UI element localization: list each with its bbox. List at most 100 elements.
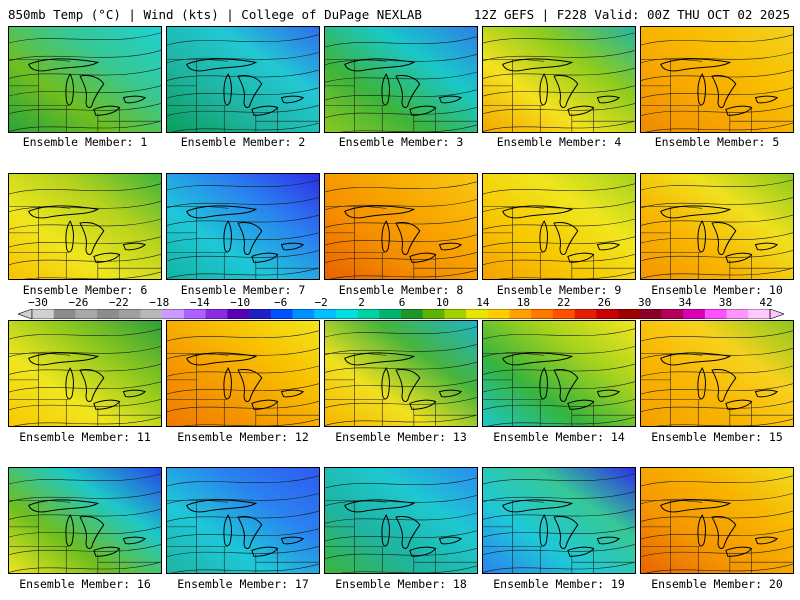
ensemble-member-map[interactable] (482, 467, 636, 574)
lake-outline (93, 252, 121, 263)
height-contour (339, 124, 477, 132)
height-contour (483, 398, 635, 411)
ensemble-member-map[interactable] (8, 320, 162, 427)
lake-outline (186, 499, 258, 513)
ensemble-member-map[interactable] (166, 26, 320, 133)
ensemble-member-map[interactable] (640, 467, 794, 574)
height-contour (641, 400, 793, 413)
height-contour (325, 530, 477, 542)
ensemble-member-label: Ensemble Member: 6 (22, 283, 148, 297)
lake-outline (93, 105, 121, 116)
colorbar-tick-label: −30 (28, 296, 48, 309)
height-contour (167, 34, 319, 46)
lake-outline (660, 499, 732, 513)
ensemble-member-map[interactable] (482, 320, 636, 427)
colorbar-swatch (292, 309, 315, 319)
ensemble-member-map[interactable] (166, 173, 320, 280)
colorbar-swatch (249, 309, 272, 319)
height-contour (641, 249, 793, 262)
ensemble-member-map[interactable] (324, 467, 478, 574)
height-contour (325, 71, 477, 83)
lake-outline (381, 220, 390, 253)
ensemble-member-map[interactable] (640, 173, 794, 280)
colorbar-tick-label: 6 (398, 296, 406, 309)
temperature-field (325, 27, 477, 132)
lake-outline (438, 389, 463, 398)
height-contour (641, 475, 793, 487)
height-contour (9, 381, 161, 393)
height-contour (483, 49, 635, 62)
height-contour (167, 365, 319, 377)
colorbar-swatch (401, 309, 424, 319)
ensemble-member-map[interactable] (166, 467, 320, 574)
ensemble-member-map[interactable] (166, 320, 320, 427)
temperature-field (325, 321, 477, 426)
lake-outline (553, 222, 579, 256)
colorbar-swatch (357, 309, 380, 319)
lake-outline (596, 242, 621, 251)
height-contour (483, 218, 635, 230)
ensemble-member-label: Ensemble Member: 14 (493, 430, 625, 444)
colorbar-swatch (509, 309, 532, 319)
height-contour (641, 383, 793, 395)
lake-outline (438, 95, 463, 104)
colorbar-swatch (704, 309, 727, 319)
lake-outline (28, 352, 100, 366)
temperature-field (483, 468, 635, 573)
height-contour (325, 89, 477, 101)
height-contour (325, 251, 477, 264)
colorbar-swatch (335, 309, 358, 319)
ensemble-member-label: Ensemble Member: 16 (19, 577, 151, 591)
map-title: 850mb Temp (°C) | Wind (kts) | College o… (8, 7, 422, 22)
height-contour (483, 236, 635, 248)
lake-outline (567, 546, 595, 557)
lake-outline (438, 536, 463, 545)
ensemble-member-map[interactable] (482, 26, 636, 133)
ensemble-member-map[interactable] (324, 26, 478, 133)
height-contour (641, 87, 793, 99)
temperature-colorbar (18, 309, 784, 319)
height-contour (9, 49, 161, 62)
ensemble-member-map[interactable] (482, 173, 636, 280)
height-contour (167, 104, 319, 117)
lake-outline (409, 105, 437, 116)
height-contour (483, 120, 635, 132)
lake-outline (251, 546, 279, 557)
lake-outline (381, 367, 390, 400)
colorbar-tick-label: 26 (597, 296, 611, 309)
lake-outline (438, 242, 463, 251)
colorbar-tick-label: −6 (274, 296, 288, 309)
colorbar-swatch (552, 309, 575, 319)
lake-outline (660, 58, 732, 72)
temperature-field (167, 174, 319, 279)
lake-outline (122, 389, 147, 398)
colorbar-swatch (118, 309, 141, 319)
lake-outline (280, 95, 305, 104)
height-contour (23, 271, 161, 279)
height-contour (641, 51, 793, 64)
ensemble-member-map[interactable] (324, 320, 478, 427)
lake-outline (596, 389, 621, 398)
colorbar-tick-label: 38 (718, 296, 733, 309)
height-contour (641, 214, 793, 226)
ensemble-member-map[interactable] (324, 173, 478, 280)
lake-outline (344, 205, 416, 219)
colorbar-tick-label: −14 (189, 296, 210, 309)
lake-outline (754, 389, 779, 398)
ensemble-member-map[interactable] (8, 173, 162, 280)
ensemble-member-map[interactable] (640, 320, 794, 427)
height-contour (9, 200, 161, 213)
ensemble-member-label: Ensemble Member: 7 (180, 283, 306, 297)
ensemble-member-map[interactable] (640, 26, 794, 133)
colorbar-swatch (183, 309, 206, 319)
height-contour (325, 198, 477, 211)
height-contour (655, 418, 793, 426)
height-contour (9, 526, 161, 538)
ensemble-member-map[interactable] (8, 26, 162, 133)
height-contour (641, 196, 793, 209)
height-contour (167, 383, 319, 395)
colorbar-tick-label: 22 (557, 296, 571, 309)
height-contour (325, 547, 477, 560)
ensemble-member-map[interactable] (8, 467, 162, 574)
height-contour (167, 545, 319, 558)
